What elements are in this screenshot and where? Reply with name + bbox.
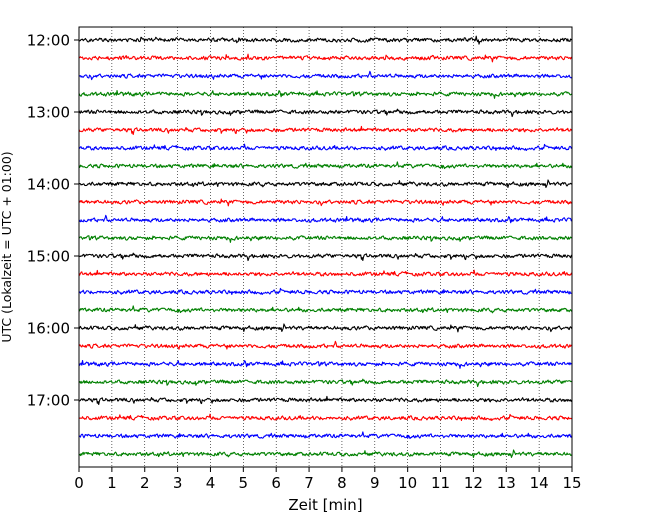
- seismogram-trace: [78, 340, 573, 350]
- seismogram-trace: [78, 431, 573, 440]
- seismogram-trace: [78, 198, 573, 207]
- seismogram-trace: [78, 179, 573, 188]
- x-tick-label: 14: [530, 474, 549, 492]
- seismogram-trace: [78, 252, 573, 262]
- x-tick-label: 3: [173, 474, 183, 492]
- y-tick-label: 17:00: [27, 392, 70, 410]
- seismogram-trace: [78, 359, 573, 369]
- x-tick-label: 6: [271, 474, 281, 492]
- y-tick-label: 12:00: [27, 32, 70, 50]
- x-axis-label: Zeit [min]: [288, 496, 362, 514]
- x-tick-label: 10: [398, 474, 417, 492]
- x-tick-label: 1: [107, 474, 117, 492]
- seismogram-trace: [78, 287, 573, 296]
- seismogram-trace: [78, 305, 573, 314]
- seismogram-trace: [78, 413, 573, 422]
- seismogram-trace: [78, 35, 573, 45]
- x-tick-label: 2: [140, 474, 150, 492]
- x-tick-label: 9: [370, 474, 380, 492]
- y-axis-label: UTC (Lokalzeit = UTC + 01:00): [0, 151, 14, 342]
- seismogram-trace: [78, 449, 573, 458]
- seismogram-trace: [78, 395, 573, 406]
- seismogram-trace: [78, 378, 573, 388]
- plot-frame: [78, 26, 573, 468]
- x-tick-label: 15: [562, 474, 581, 492]
- seismogram-trace: [78, 161, 573, 170]
- x-axis-ticks: 0 1 2 3 4 5 6 7 8 9 10 11 12 13 14 15: [74, 467, 582, 492]
- seismogram-trace: [78, 125, 573, 136]
- x-tick-label: 0: [74, 474, 84, 492]
- seismogram-trace: [78, 53, 573, 63]
- x-tick-label: 11: [431, 474, 450, 492]
- seismogram-trace: [78, 108, 573, 118]
- seismogram-trace: [78, 323, 573, 333]
- y-tick-label: 13:00: [27, 104, 70, 122]
- x-tick-label: 7: [304, 474, 314, 492]
- y-tick-label: 16:00: [27, 320, 70, 338]
- y-axis-ticks: 12:00 13:00 14:00 15:00 16:00 17:00: [27, 32, 79, 410]
- x-tick-label: 13: [497, 474, 516, 492]
- seismogram-trace: [78, 214, 573, 224]
- x-tick-label: 8: [337, 474, 347, 492]
- seismogram-trace: [78, 235, 573, 243]
- x-tick-label: 5: [239, 474, 249, 492]
- seismogram-trace: [78, 70, 573, 81]
- seismogram-trace: [78, 143, 573, 152]
- x-tick-label: 4: [206, 474, 216, 492]
- seismogram-trace: [78, 269, 573, 277]
- x-tick-label: 12: [464, 474, 483, 492]
- plot-area: 0 1 2 3 4 5 6 7 8 9 10 11 12 13 14 15 12:0013:0014:0015…: [27, 26, 582, 492]
- grid-lines: [111, 27, 540, 467]
- y-tick-label: 14:00: [27, 176, 70, 194]
- seismogram-traces: [78, 35, 573, 458]
- seismogram-trace: [78, 89, 573, 99]
- y-tick-label: 15:00: [27, 248, 70, 266]
